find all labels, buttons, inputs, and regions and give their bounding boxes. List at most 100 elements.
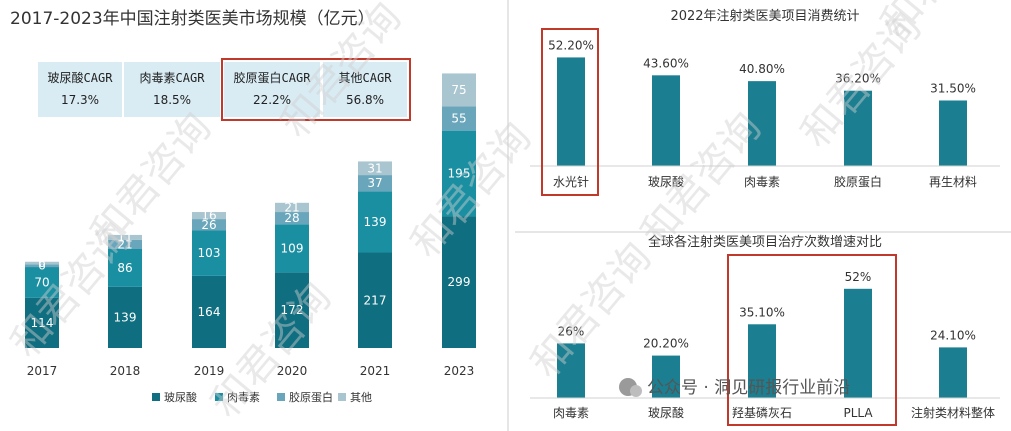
- stacked-bar-value: 172: [281, 303, 304, 317]
- category-label: PLLA: [843, 406, 873, 420]
- stacked-bar-segment: [358, 175, 392, 192]
- stacked-bar-value: 16: [201, 209, 216, 223]
- bar-value-label: 26%: [558, 324, 585, 338]
- stacked-bar-value: 299: [448, 275, 471, 289]
- cagr-name: 肉毒素CAGR: [140, 71, 206, 85]
- stacked-bar-value: 114: [31, 316, 54, 330]
- stacked-bar-segment: [25, 297, 59, 348]
- bar: [844, 288, 872, 398]
- stacked-bar-value: 217: [364, 293, 387, 307]
- bar-value-label: 40.80%: [739, 62, 785, 76]
- year-label: 2017: [27, 364, 58, 378]
- bar-value-label: 24.10%: [930, 328, 976, 342]
- stacked-bar-value: 75: [451, 83, 466, 97]
- stacked-bar-value: 70: [34, 275, 49, 289]
- year-axis-labels: 2017 2018 2019 2020 2021 2023: [27, 364, 475, 378]
- consumption-highlight-frame: [541, 28, 599, 196]
- consumption-axis-labels: 水光针 玻尿酸 肉毒素 胶原蛋白 再生材料: [553, 174, 977, 189]
- market-size-chart-title: 2017-2023年中国注射类医美市场规模（亿元）: [10, 9, 375, 29]
- market-size-chart: 2017-2023年中国注射类医美市场规模（亿元） 玻尿酸CAGR 17.3% 肉毒…: [10, 9, 476, 404]
- bar-value-label: 31.50%: [930, 81, 976, 95]
- category-label: 羟基磷灰石: [732, 405, 792, 420]
- legend-label: 肉毒素: [227, 391, 260, 404]
- cagr-value: 17.3%: [61, 93, 99, 107]
- consumption-chart: 2022年注射类医美项目消费统计 52.20% 43.60% 40.80% 36.20…: [530, 8, 1000, 196]
- stacked-bar-value: 109: [281, 241, 304, 255]
- bar-value-label: 43.60%: [643, 56, 689, 70]
- legend-swatch: [215, 393, 223, 401]
- stacked-bar-segment: [192, 219, 226, 231]
- stacked-bar-segment: [192, 275, 226, 348]
- stacked-bar-segment: [442, 216, 476, 348]
- legend-swatch: [277, 393, 285, 401]
- stacked-bar-value: 164: [198, 305, 221, 319]
- stacked-bar-value: 86: [117, 261, 132, 275]
- stacked-bar-segment: [442, 73, 476, 107]
- stacked-bar-segment: [192, 212, 226, 220]
- cagr-highlight-frame: [221, 58, 411, 121]
- bar: [557, 343, 585, 398]
- stacked-bar-value: 28: [284, 211, 299, 225]
- growth-chart: 全球各注射类医美项目治疗次数增速对比 26% 20.20% 35.10% 52% 24.…: [530, 234, 1000, 426]
- cagr-box: [323, 62, 407, 117]
- stacked-bar-value: 103: [198, 246, 221, 260]
- stacked-bar-value: 21: [117, 237, 132, 251]
- stacked-bar-value: 21: [284, 200, 299, 214]
- cagr-box: [38, 62, 122, 117]
- stacked-bar-value: 11: [117, 230, 132, 244]
- stacked-bar-value: 6: [38, 256, 46, 270]
- category-label: 肉毒素: [553, 406, 589, 420]
- stacked-bar-segment: [108, 234, 142, 240]
- stacked-bar-value: 195: [448, 167, 471, 181]
- year-label: 2020: [277, 364, 308, 378]
- stacked-bar-segment: [108, 249, 142, 287]
- growth-highlight-frame: [727, 254, 897, 426]
- growth-chart-title: 全球各注射类医美项目治疗次数增速对比: [648, 234, 882, 250]
- category-label: 再生材料: [929, 175, 977, 189]
- legend-label: 其他: [350, 391, 372, 404]
- consumption-bars: 52.20% 43.60% 40.80% 36.20% 31.50%: [548, 38, 976, 167]
- legend-label: 胶原蛋白: [289, 390, 333, 404]
- legend-swatch: [338, 393, 346, 401]
- bar-value-label: 35.10%: [739, 305, 785, 319]
- bar-value-label: 20.20%: [643, 337, 689, 351]
- stacked-bars: 1147066139862111164103261617210928212171…: [25, 73, 476, 348]
- bar: [939, 347, 967, 398]
- stacked-bar-value: 139: [364, 215, 387, 229]
- stacked-bar-segment: [25, 267, 59, 298]
- legend-label: 玻尿酸: [164, 390, 197, 404]
- stacked-bar-value: 37: [367, 176, 382, 190]
- stacked-bar-value: 6: [38, 259, 46, 273]
- stacked-bar-value: 55: [451, 112, 466, 126]
- cagr-value: 22.2%: [253, 93, 291, 107]
- cagr-value: 56.8%: [346, 93, 384, 107]
- wechat-caption-text: 公众号 · 洞见研报行业前沿: [647, 378, 850, 398]
- stacked-bar-segment: [358, 161, 392, 176]
- cagr-name: 胶原蛋白CAGR: [234, 70, 312, 85]
- cagr-box: [224, 62, 320, 117]
- stacked-bar-value: 31: [367, 161, 382, 175]
- stacked-bar-value: 139: [114, 310, 137, 324]
- stacked-bar-segment: [275, 272, 309, 348]
- stacked-bar-segment: [275, 202, 309, 213]
- stacked-bar-segment: [25, 264, 59, 268]
- year-label: 2023: [444, 364, 475, 378]
- bar-value-label: 52.20%: [548, 38, 594, 52]
- stacked-bar-segment: [192, 230, 226, 276]
- bar: [652, 355, 680, 398]
- category-label: 水光针: [553, 174, 589, 189]
- stacked-bar-segment: [108, 239, 142, 249]
- bar: [557, 57, 585, 167]
- consumption-chart-title: 2022年注射类医美项目消费统计: [670, 8, 859, 24]
- wechat-icon-bubble: [630, 385, 642, 397]
- year-label: 2021: [360, 364, 391, 378]
- wechat-caption: 公众号 · 洞见研报行业前沿: [619, 378, 850, 398]
- stacked-bar-segment: [358, 252, 392, 348]
- legend-swatch: [152, 393, 160, 401]
- cagr-boxes: 玻尿酸CAGR 17.3% 肉毒素CAGR 18.5% 胶原蛋白CAGR 22.2% 其他C…: [38, 62, 407, 117]
- bar-value-label: 52%: [845, 270, 872, 284]
- category-label: 肉毒素: [744, 175, 780, 189]
- stacked-bar-segment: [25, 261, 59, 265]
- category-label: 注射类材料整体: [911, 405, 995, 420]
